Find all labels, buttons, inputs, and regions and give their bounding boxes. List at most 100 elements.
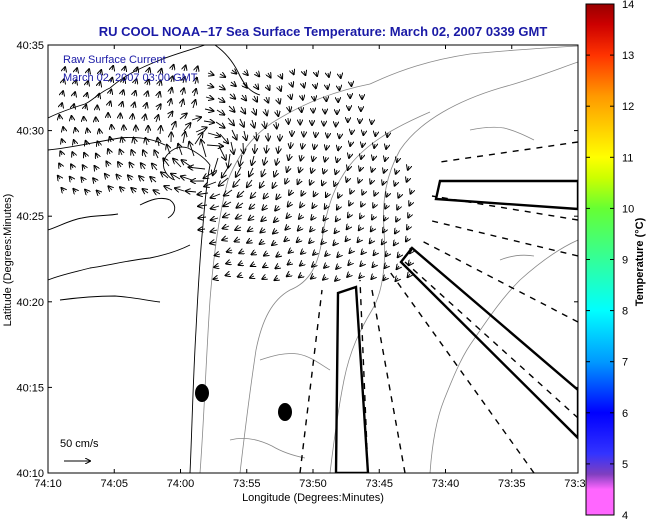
current-vector-arrow (194, 89, 196, 97)
current-vector-arrow (362, 251, 365, 254)
current-vector-arrow (231, 129, 237, 140)
current-vector-arrow (322, 181, 324, 185)
current-vector-arrow (349, 154, 350, 158)
radar-box (434, 179, 578, 211)
current-vector-arrow (121, 102, 123, 107)
current-vector-arrow (347, 274, 350, 277)
current-vector-arrow (231, 82, 236, 86)
current-vector-arrow (371, 228, 373, 231)
current-vector-arrow (88, 69, 89, 73)
current-vector-arrow (310, 180, 312, 185)
current-vector-arrow (322, 229, 325, 232)
current-vector-arrow (223, 202, 232, 206)
colorbar-tick-label: 8 (622, 306, 628, 318)
current-vector-arrow (124, 67, 125, 71)
current-vector-arrow (337, 206, 339, 210)
current-vector-arrow (139, 176, 144, 181)
map-background (48, 45, 578, 473)
current-vector-arrow (397, 206, 399, 210)
current-vector-arrow (411, 190, 413, 194)
current-vector-arrow (254, 95, 257, 102)
colorbar-tick-label: 7 (622, 357, 628, 369)
current-vector-arrow (86, 93, 87, 97)
contour-line (259, 353, 331, 371)
radar-box (334, 285, 370, 473)
current-vector-arrow (301, 251, 304, 254)
current-vector-arrow (276, 254, 280, 257)
buoy-marker (195, 384, 209, 402)
radar-dashed-line (359, 279, 369, 473)
current-vector-arrow (374, 252, 376, 255)
current-vector-arrow (216, 110, 224, 115)
coastline-segment (59, 295, 161, 303)
current-vector-arrow (214, 266, 219, 267)
x-axis-ticks: 74:10 74:05 74:00 73:55 73:50 73:45 73:40 73:35… (34, 45, 592, 490)
current-vector-arrow (167, 145, 170, 155)
current-vector-arrow (148, 68, 150, 73)
x-axis-label: Longitude (Degrees:Minutes) (242, 492, 384, 504)
current-vector-arrow (287, 214, 291, 218)
current-vector-arrow (175, 188, 185, 191)
current-vector-arrow (315, 84, 316, 88)
current-vector-arrow (325, 253, 328, 256)
current-vector-arrow (292, 70, 294, 74)
current-vector-arrow (222, 165, 230, 178)
current-vector-arrow (211, 194, 221, 198)
colorbar-tick-label: 10 (622, 203, 634, 215)
current-vector-arrow (251, 191, 257, 198)
current-vector-arrow (75, 80, 76, 84)
current-vector-arrow (326, 193, 328, 197)
current-vector-arrow (250, 204, 256, 209)
current-vector-arrow (252, 155, 254, 165)
current-vector-arrow (236, 166, 242, 177)
current-vector-arrow (143, 150, 146, 158)
coastline-segment (189, 164, 211, 473)
current-vector-arrow (398, 194, 400, 198)
current-vector-arrow (266, 96, 268, 103)
current-vector-arrow (87, 81, 88, 85)
current-vector-arrow (314, 192, 316, 196)
current-vector-arrow (193, 100, 195, 109)
x-tick-label: 73:30 (564, 478, 592, 490)
current-vector-arrow (239, 263, 244, 265)
current-vector-arrow (274, 218, 278, 222)
current-vector-arrow (228, 153, 230, 168)
current-vector-arrow (179, 114, 187, 120)
current-vector-arrow (338, 194, 340, 198)
current-vector-arrow (210, 242, 217, 243)
current-vector-arrow (240, 154, 242, 166)
current-vector-arrow (133, 103, 135, 108)
current-vector-arrow (244, 71, 248, 75)
current-vector-arrow (299, 215, 302, 219)
current-vector-arrow (135, 79, 137, 84)
current-vector-arrow (328, 73, 329, 77)
current-vector-arrow (347, 226, 349, 229)
current-vector-arrow (298, 227, 301, 231)
current-vector-arrow (183, 132, 185, 144)
current-vector-arrow (253, 107, 256, 115)
current-vector-arrow (62, 91, 63, 95)
current-vector-arrow (375, 132, 376, 136)
coastline-segment (48, 244, 191, 281)
current-vector-arrow (261, 217, 266, 221)
current-vector-arrow (109, 101, 110, 106)
current-vector-arrow (215, 254, 220, 255)
current-vector-arrow (59, 164, 61, 168)
current-vector-arrow (219, 177, 229, 186)
current-vector-arrow (374, 144, 375, 148)
current-vector-arrow (108, 186, 112, 190)
current-vector-arrow (98, 94, 99, 98)
current-vector-arrow (211, 218, 219, 220)
current-vector-arrow (75, 128, 76, 132)
current-vector-arrow (117, 175, 121, 179)
current-vector-arrow (105, 174, 108, 178)
current-vector-arrow (95, 166, 98, 170)
current-vector-arrow (128, 175, 132, 180)
coastline-segment (48, 213, 119, 231)
current-vector-arrow (118, 162, 121, 167)
current-vector-arrow (132, 114, 133, 121)
current-vector-arrow (395, 182, 396, 186)
current-vector-arrow (73, 189, 76, 192)
current-vector-arrow (62, 188, 65, 191)
current-vector-arrow (161, 172, 169, 179)
